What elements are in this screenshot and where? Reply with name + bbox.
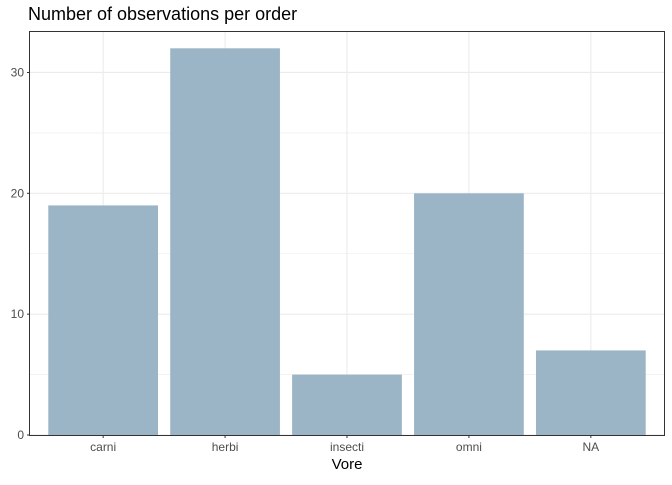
x-tick-label: NA xyxy=(583,440,600,454)
bar-carni xyxy=(48,205,159,435)
bar-na xyxy=(535,350,646,435)
x-tick-label: herbi xyxy=(212,440,239,454)
bars xyxy=(48,48,646,435)
x-tick-label: insecti xyxy=(330,440,364,454)
bar-insecti xyxy=(292,374,402,435)
y-tick-label: 20 xyxy=(11,186,25,200)
x-axis: carni herbi insecti omni NA xyxy=(90,435,599,454)
bar-herbi xyxy=(170,48,280,435)
x-tick-label: carni xyxy=(90,440,116,454)
y-tick-label: 0 xyxy=(17,428,24,442)
bar-omni xyxy=(414,193,524,435)
x-tick-label: omni xyxy=(456,440,482,454)
y-tick-label: 30 xyxy=(11,65,25,79)
y-tick-label: 10 xyxy=(11,307,25,321)
chart-title: Number of observations per order xyxy=(28,4,297,24)
y-axis: 0 10 20 30 xyxy=(11,65,30,442)
x-axis-title: Vore xyxy=(332,456,363,473)
